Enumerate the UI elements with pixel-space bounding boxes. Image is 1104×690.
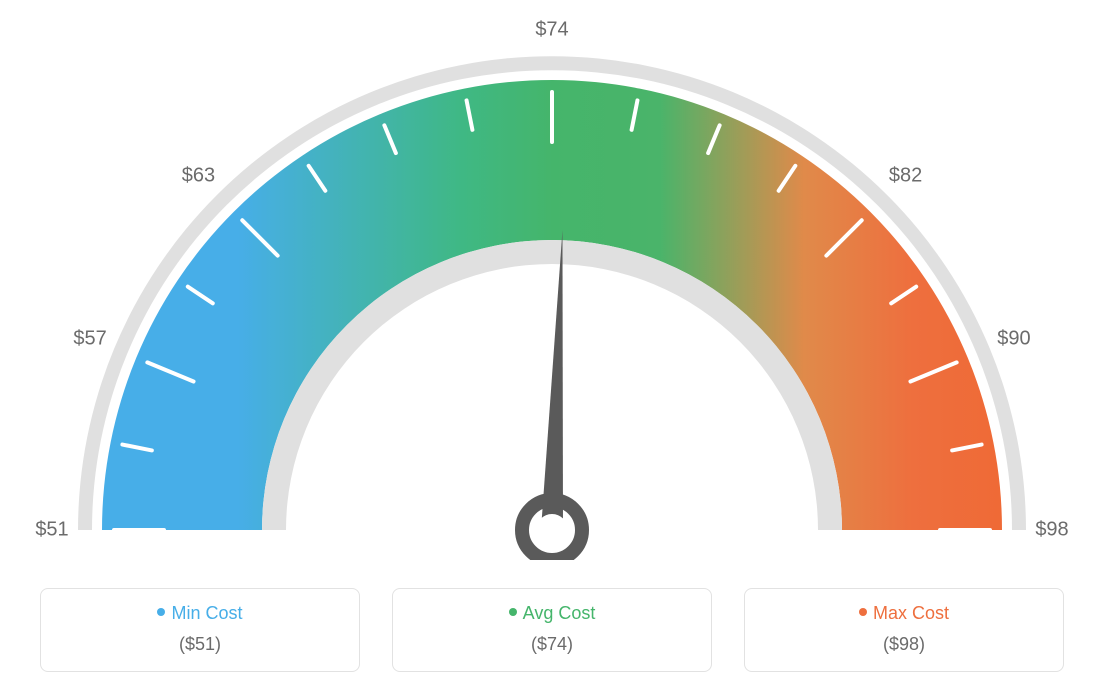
- legend-card-min: Min Cost ($51): [40, 588, 360, 672]
- legend-avg-dot-icon: [509, 608, 517, 616]
- legend-min-dot-icon: [157, 608, 165, 616]
- legend-min-value: ($51): [51, 634, 349, 655]
- gauge-tick-label: $90: [997, 327, 1030, 350]
- legend-max-label: Max Cost: [873, 603, 949, 623]
- gauge-tick-label: $74: [535, 19, 568, 42]
- gauge-tick-label: $82: [889, 165, 922, 188]
- cost-gauge: $51 $57 $63 $74 $82 $90 $98: [0, 0, 1104, 560]
- legend-avg-value: ($74): [403, 634, 701, 655]
- legend-avg-title: Avg Cost: [403, 603, 701, 624]
- legend-max-value: ($98): [755, 634, 1053, 655]
- gauge-svg: [0, 0, 1104, 560]
- gauge-tick-label: $98: [1035, 519, 1068, 542]
- legend-row: Min Cost ($51) Avg Cost ($74) Max Cost (…: [0, 588, 1104, 672]
- legend-min-label: Min Cost: [171, 603, 242, 623]
- gauge-tick-label: $51: [35, 519, 68, 542]
- legend-card-avg: Avg Cost ($74): [392, 588, 712, 672]
- legend-card-max: Max Cost ($98): [744, 588, 1064, 672]
- legend-avg-label: Avg Cost: [523, 603, 596, 623]
- legend-max-title: Max Cost: [755, 603, 1053, 624]
- gauge-tick-label: $63: [182, 165, 215, 188]
- legend-min-title: Min Cost: [51, 603, 349, 624]
- gauge-tick-label: $57: [73, 327, 106, 350]
- legend-max-dot-icon: [859, 608, 867, 616]
